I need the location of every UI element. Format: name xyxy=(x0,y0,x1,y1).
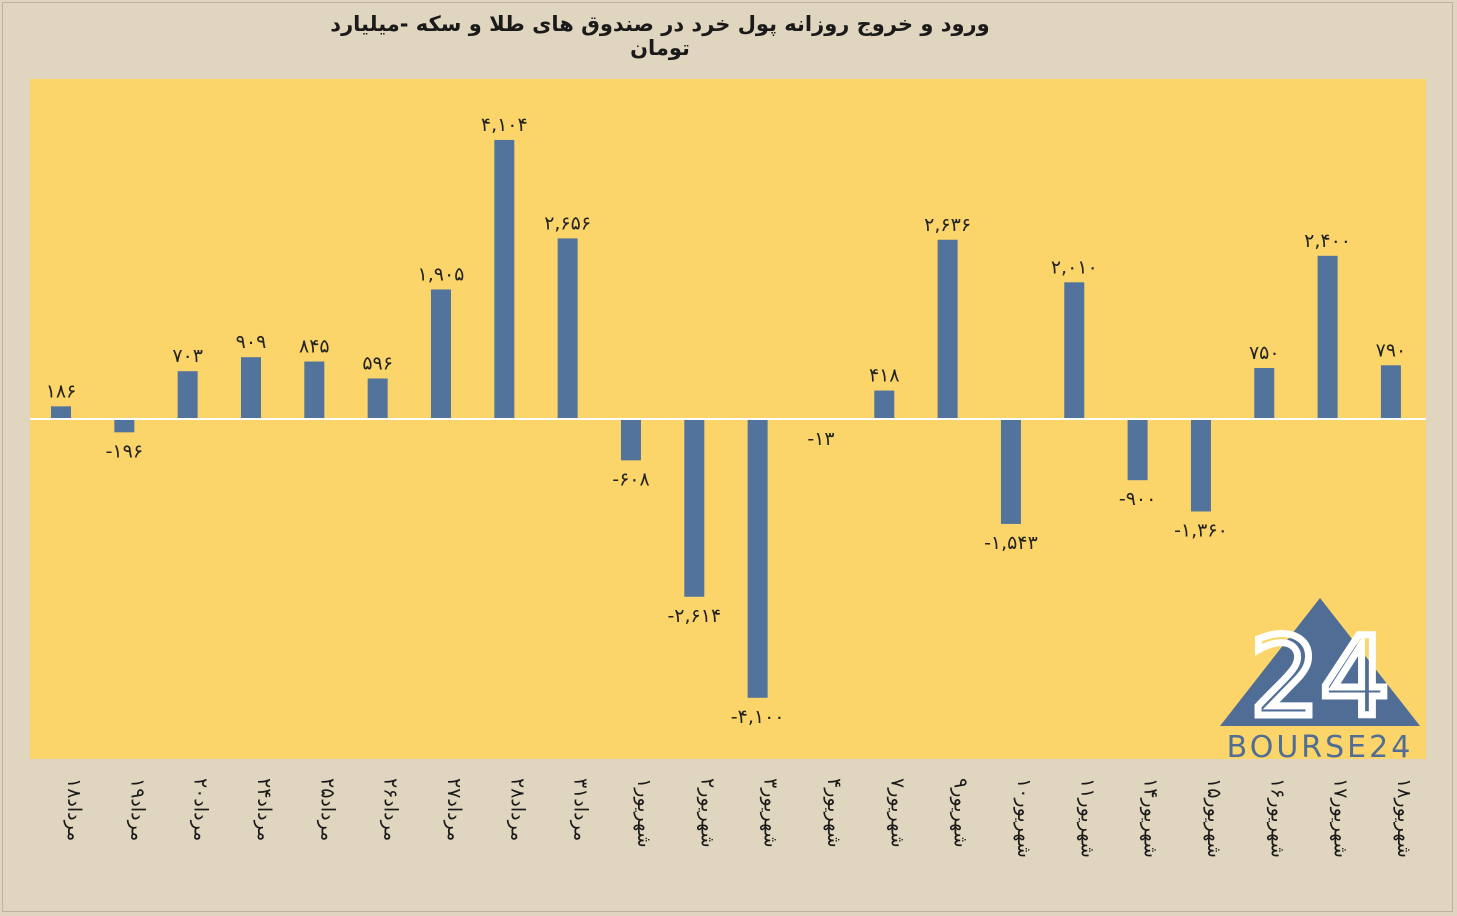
bar xyxy=(557,238,578,419)
bar xyxy=(177,371,198,419)
bar xyxy=(1254,368,1275,419)
data-label: ۲,۰۱۰ xyxy=(1051,256,1098,278)
x-tick-label: ۱۵شهریور xyxy=(1203,778,1225,858)
bar xyxy=(430,289,451,419)
x-tick-label: ۱۸مرداد xyxy=(63,778,85,841)
x-tick-label: ۱۴شهریور xyxy=(1140,778,1162,858)
logo-number: 24 xyxy=(1250,613,1390,741)
logo-triangle-icon xyxy=(1220,598,1420,726)
data-label: ۴,۱۰۴ xyxy=(481,114,528,136)
bar xyxy=(684,419,705,597)
logo-brand-text: BOURSE24 xyxy=(1227,730,1414,765)
x-tick-label: ۱شهریور xyxy=(633,778,655,848)
x-tick-label: ۹شهریور xyxy=(950,778,972,848)
data-label: -۶۰۸ xyxy=(612,468,649,490)
data-label: ۹۰۹ xyxy=(236,331,267,353)
bar xyxy=(747,419,768,698)
x-tick-label: ۱۱شهریور xyxy=(1076,778,1098,858)
data-label: ۷۰۳ xyxy=(172,345,203,367)
chart-title: ورود و خروج روزانه پول خرد در صندوق های … xyxy=(330,12,990,60)
bar xyxy=(114,419,135,433)
x-tick-label: ۲شهریور xyxy=(696,778,718,848)
bar xyxy=(494,139,515,420)
bourse24-logo: 24 BOURSE24 xyxy=(1220,598,1420,765)
data-label: ۷۹۰ xyxy=(1376,339,1407,361)
bar xyxy=(1380,365,1401,419)
data-label: ۸۴۵ xyxy=(299,336,330,358)
x-tick-label: ۱۰شهریور xyxy=(1013,778,1035,858)
data-label: ۷۵۰ xyxy=(1249,342,1280,364)
x-tick-label: ۱۶شهریور xyxy=(1266,778,1288,858)
x-tick-label: ۴شهریور xyxy=(823,778,845,848)
x-tick-label: ۱۹مرداد xyxy=(126,778,148,841)
bar xyxy=(1190,419,1211,512)
x-tick-label: ۱۷شهریور xyxy=(1330,778,1352,858)
bar xyxy=(1127,419,1148,481)
x-tick-label: ۲۴مرداد xyxy=(253,778,275,841)
data-label: -۲,۶۱۴ xyxy=(667,605,721,627)
x-tick-label: ۳شهریور xyxy=(760,778,782,848)
x-tick-label: ۱۸شهریور xyxy=(1393,778,1415,858)
data-label: -۹۰۰ xyxy=(1119,488,1156,510)
data-label: ۱۸۶ xyxy=(46,380,77,402)
bar xyxy=(304,361,325,419)
bar xyxy=(367,378,388,419)
bar xyxy=(937,239,958,419)
bar xyxy=(874,390,895,419)
data-label: ۲,۶۳۶ xyxy=(924,214,971,236)
data-label: ۵۹۶ xyxy=(362,352,393,374)
bar xyxy=(1317,255,1338,419)
x-tick-label: ۲۸مرداد xyxy=(506,778,528,841)
x-tick-label: ۲۶مرداد xyxy=(380,778,402,841)
bar xyxy=(51,406,71,419)
data-label: ۴۱۸ xyxy=(869,365,900,387)
x-tick-label: ۲۷مرداد xyxy=(443,778,465,841)
bar xyxy=(1064,282,1085,419)
x-tick-label: ۲۵مرداد xyxy=(316,778,338,841)
bar xyxy=(1000,419,1021,524)
bar xyxy=(240,357,261,419)
data-label: ۱,۹۰۵ xyxy=(418,263,465,285)
data-label: -۱۳ xyxy=(807,428,834,450)
data-label: ۲,۶۵۶ xyxy=(544,212,591,234)
data-label: ۲,۴۰۰ xyxy=(1304,230,1351,252)
x-tick-label: ۷شهریور xyxy=(886,778,908,848)
x-tick-label: ۳۱مرداد xyxy=(570,778,592,841)
data-label: -۱,۳۶۰ xyxy=(1174,519,1228,541)
data-label: -۴,۱۰۰ xyxy=(731,706,785,728)
bar xyxy=(620,419,641,461)
data-label: -۱۹۶ xyxy=(106,440,143,462)
x-tick-label: ۲۰مرداد xyxy=(190,778,212,841)
data-label: -۱,۵۴۳ xyxy=(984,532,1038,554)
